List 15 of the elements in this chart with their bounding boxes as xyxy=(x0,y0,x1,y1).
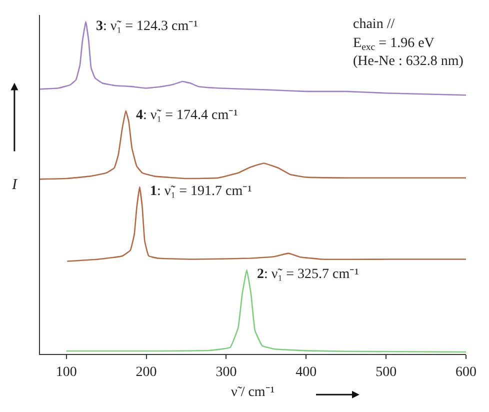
annotation: (He-Ne : 632.8 nm) xyxy=(353,54,464,69)
x-tick-label: 100 xyxy=(56,364,77,380)
annotation: E$_{exc}$ = 1.96 eV xyxy=(353,36,434,53)
series-label: 3: ν̃₁ = 124.3 cm⁻¹ xyxy=(96,19,198,34)
x-tick-label: 500 xyxy=(376,364,397,380)
series-label: 2: ν̃₁ = 325.7 cm⁻¹ xyxy=(257,267,359,282)
x-tick-label: 600 xyxy=(456,364,476,380)
annotation: chain // xyxy=(353,17,395,32)
series-label: 1: ν̃₁ = 191.7 cm⁻¹ xyxy=(150,184,252,199)
x-tick-label: 200 xyxy=(136,364,157,380)
x-axis-title: ν̃ / cm⁻¹ xyxy=(231,385,275,400)
x-tick-label: 400 xyxy=(296,364,317,380)
series-label: 4: ν̃₁ = 174.4 cm⁻¹ xyxy=(136,108,238,123)
y-axis-title: I xyxy=(11,177,18,193)
x-tick-label: 300 xyxy=(216,364,237,380)
